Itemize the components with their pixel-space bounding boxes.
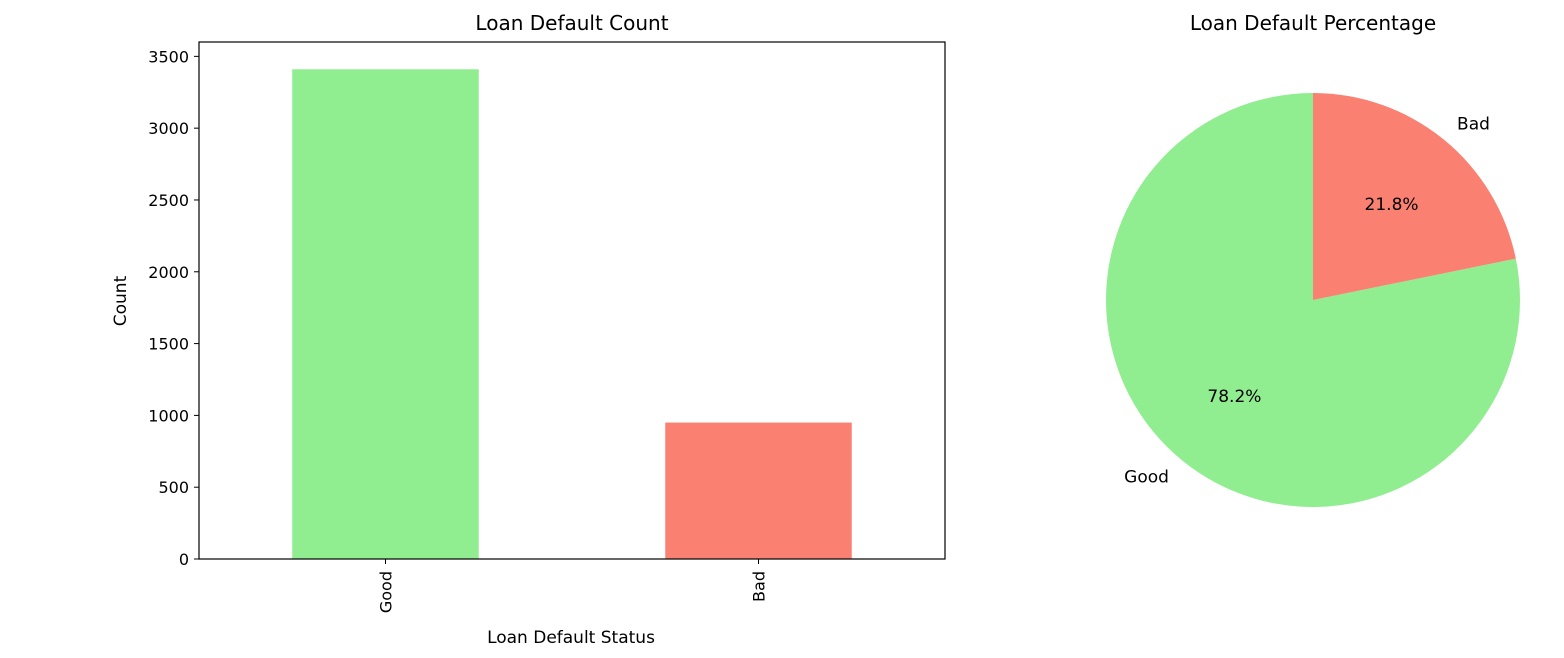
x-tick-label: Good — [377, 571, 396, 613]
bar-chart: Loan Default Count 0 500 1000 1500 2000 2500 3… — [111, 11, 946, 648]
plot-frame — [198, 41, 946, 560]
pie-slice-label: Bad — [1457, 115, 1490, 135]
bar-chart-title: Loan Default Count — [475, 11, 668, 35]
bar-group — [292, 69, 852, 560]
pie-pct-label: 78.2% — [1207, 387, 1261, 407]
pie-chart: Loan Default Percentage 78.2% Good 21.8% Ba… — [1105, 11, 1520, 507]
y-tick-label: 1000 — [148, 406, 189, 425]
y-tick-label: 500 — [158, 478, 189, 497]
pie-pct-label: 21.8% — [1365, 195, 1419, 215]
y-tick-label: 2000 — [148, 263, 189, 282]
x-axis-ticks: Good Bad — [377, 559, 769, 613]
bar-bad — [665, 422, 852, 559]
pie-slice-bad — [1313, 93, 1516, 300]
y-axis-ticks: 0 500 1000 1500 2000 2500 3000 3500 — [148, 47, 199, 569]
pie-slices: 78.2% Good 21.8% Bad — [1105, 93, 1520, 507]
y-tick-label: 3500 — [148, 47, 189, 66]
y-tick-label: 1500 — [148, 335, 189, 354]
y-tick-label: 2500 — [148, 191, 189, 210]
y-tick-label: 3000 — [148, 119, 189, 138]
pie-chart-title: Loan Default Percentage — [1190, 11, 1436, 35]
pie-slice-label: Good — [1124, 467, 1169, 487]
x-tick-label: Bad — [750, 571, 769, 602]
y-axis-label: Count — [111, 275, 131, 326]
y-tick-label: 0 — [179, 550, 189, 569]
bar-good — [292, 69, 479, 560]
x-axis-label: Loan Default Status — [487, 628, 655, 648]
